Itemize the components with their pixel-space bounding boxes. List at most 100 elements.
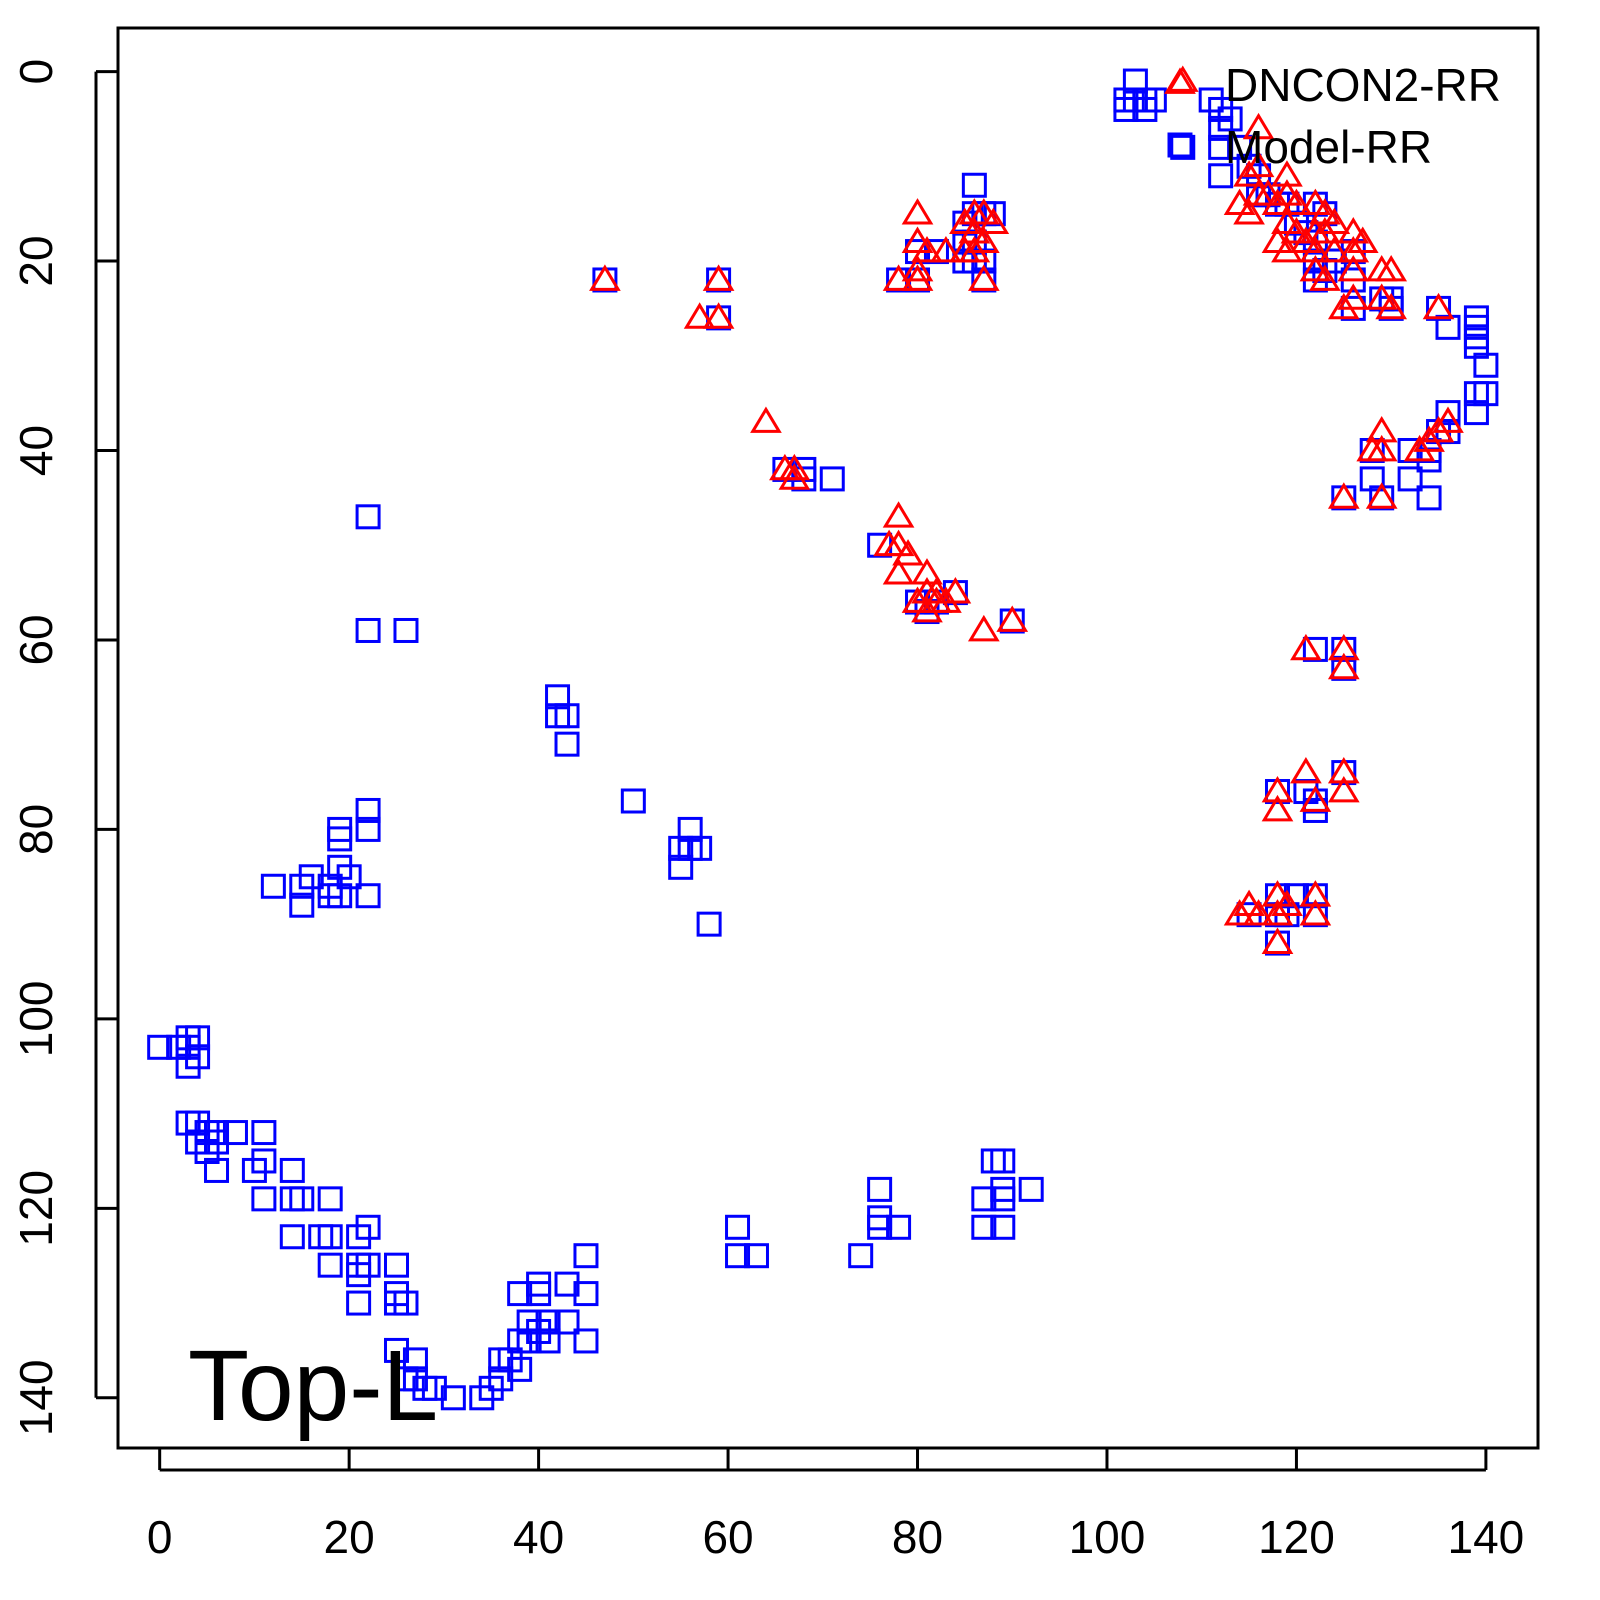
triangle-point (939, 577, 972, 604)
triangle-point (996, 605, 1029, 632)
triangle-point (977, 207, 1010, 234)
square-point (355, 1214, 381, 1240)
square-point (251, 1120, 277, 1146)
triangle-point (1261, 927, 1294, 954)
x-tick-label: 20 (324, 1511, 375, 1563)
square-point (535, 1328, 561, 1354)
square-point (260, 873, 286, 899)
square-point (1463, 333, 1489, 359)
square-point (355, 504, 381, 530)
square-point (620, 788, 646, 814)
y-tick-label: 40 (10, 425, 62, 476)
triangle-point (1413, 425, 1445, 452)
triangle-point (1299, 254, 1332, 282)
triangle-point (1365, 415, 1398, 443)
square-point (1217, 106, 1243, 132)
triangle-point (589, 264, 621, 291)
triangle-point (892, 539, 924, 566)
triangle-point (1375, 254, 1408, 282)
triangle-point (1233, 160, 1265, 187)
square-point (677, 816, 703, 842)
square-point (1198, 87, 1224, 113)
triangle-point (911, 235, 943, 263)
triangle-point (1309, 198, 1341, 225)
annotation: Top-L (188, 1330, 438, 1442)
legend-marker (1167, 132, 1193, 158)
triangle-point (1403, 434, 1436, 462)
legend-label: DNCON2-RR (1225, 59, 1501, 111)
square-point (175, 1053, 201, 1079)
triangle-point (1346, 226, 1379, 253)
square-point (185, 1025, 211, 1051)
triangle-point (778, 453, 811, 481)
square-point (1122, 68, 1148, 94)
triangle-point (911, 558, 943, 585)
square-point (204, 1120, 230, 1146)
triangle-point (750, 406, 782, 433)
triangle-point (1299, 188, 1332, 216)
x-tick-label: 100 (1069, 1511, 1146, 1563)
y-tick-label: 100 (10, 980, 62, 1057)
triangle-point (901, 254, 934, 282)
triangle-point (967, 614, 1000, 642)
square-point (384, 1290, 410, 1316)
square-point (867, 1214, 893, 1240)
square-point (990, 1186, 1016, 1212)
square-point (308, 1224, 334, 1250)
triangle-point (901, 264, 934, 291)
square-point (507, 1356, 533, 1382)
triangle-point (1280, 188, 1313, 216)
triangle-point (901, 226, 934, 253)
triangle-point (1365, 283, 1398, 310)
triangle-point (882, 264, 915, 291)
square-point (1463, 400, 1489, 426)
square-point (317, 1186, 343, 1212)
square-point (1435, 400, 1461, 426)
triangle-point (1356, 434, 1389, 462)
square-point (743, 1243, 769, 1269)
triangle-point (1223, 188, 1256, 216)
square-point (526, 1271, 552, 1297)
square-point (1473, 381, 1499, 407)
square-point (346, 1290, 372, 1316)
plot-frame (116, 26, 1540, 1450)
square-point (1208, 134, 1234, 160)
triangle-point (1271, 160, 1303, 187)
square-point (241, 1157, 267, 1183)
square-point (867, 1176, 893, 1202)
triangle-point (1242, 899, 1275, 926)
square-point (554, 1309, 580, 1335)
square-point (289, 1186, 315, 1212)
square-point (516, 1309, 542, 1335)
triangle-point (1242, 112, 1275, 140)
square-point (1397, 466, 1423, 492)
square-point (355, 617, 381, 643)
square-point (289, 892, 315, 918)
square-point (1208, 115, 1234, 141)
square-point (1208, 96, 1234, 122)
triangle-point (882, 558, 915, 585)
triangle-point (1309, 217, 1341, 244)
square-point (1236, 153, 1262, 179)
square-point (819, 466, 845, 492)
triangle-point (1271, 179, 1303, 206)
square-point (1473, 352, 1499, 378)
square-point (478, 1375, 504, 1401)
square-point (990, 1214, 1016, 1240)
square-point (355, 883, 381, 909)
x-tick-label: 120 (1258, 1511, 1335, 1563)
square-point (185, 1129, 211, 1155)
square-point (554, 1271, 580, 1297)
triangle-point (1309, 264, 1341, 291)
legend-marker (1164, 67, 1196, 94)
square-point (980, 1148, 1006, 1174)
square-point (535, 1309, 561, 1335)
square-point (384, 1252, 410, 1278)
triangle-point (958, 235, 991, 263)
triangle-point (920, 577, 953, 604)
square-point (336, 864, 362, 890)
square-point (961, 172, 987, 198)
square-point (554, 703, 580, 729)
square-point (971, 1186, 997, 1212)
